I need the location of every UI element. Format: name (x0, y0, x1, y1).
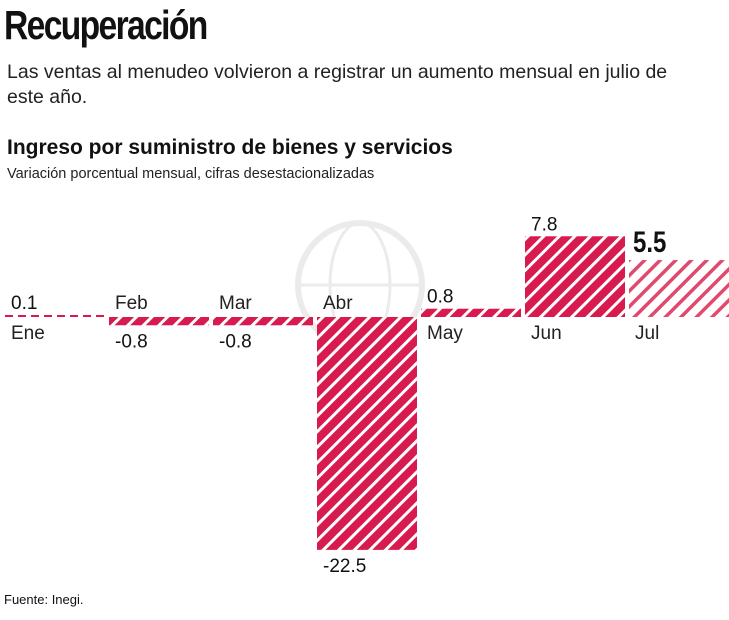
source-note: Fuente: Inegi. (4, 592, 84, 607)
value-label-jul: 5.5 (633, 224, 666, 258)
category-label-mar: Mar (219, 293, 252, 314)
category-label-jun: Jun (531, 323, 562, 344)
bar-jun (525, 236, 625, 317)
value-label-abr: -22.5 (323, 556, 366, 577)
chart-subtitle: Variación porcentual mensual, cifras des… (7, 166, 375, 182)
bar-may (421, 308, 521, 317)
page-title: Recuperación (4, 2, 208, 48)
bar-abr (317, 317, 417, 550)
chart-title: Ingreso por suministro de bienes y servi… (7, 136, 453, 159)
category-label-jul: Jul (635, 323, 659, 344)
category-label-abr: Abr (323, 293, 353, 314)
value-label-jun: 7.8 (531, 214, 557, 235)
bar-mar (213, 317, 313, 326)
value-label-mar: -0.8 (219, 331, 252, 352)
category-label-ene: Ene (11, 323, 45, 344)
value-label-feb: -0.8 (115, 331, 148, 352)
value-label-may: 0.8 (427, 287, 453, 308)
bar-jul (629, 260, 729, 317)
value-label-ene: 0.1 (11, 293, 37, 314)
page-subtitle: Las ventas al menudeo volvieron a regist… (7, 61, 668, 108)
category-label-feb: Feb (115, 293, 148, 314)
bar-feb (109, 317, 209, 326)
category-label-may: May (427, 323, 463, 344)
